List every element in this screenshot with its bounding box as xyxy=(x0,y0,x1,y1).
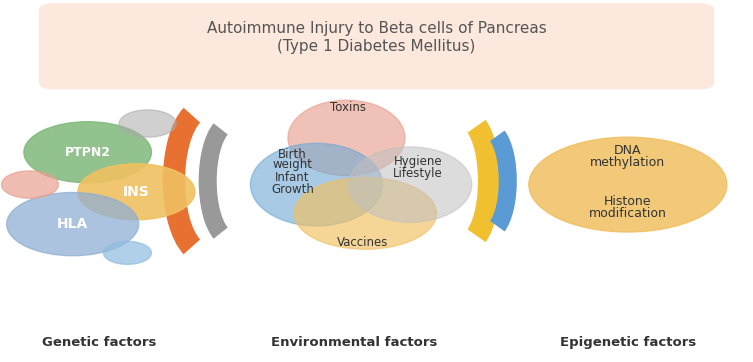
Ellipse shape xyxy=(294,177,437,249)
Text: Autoimmune Injury to Beta cells of Pancreas: Autoimmune Injury to Beta cells of Pancr… xyxy=(206,21,547,36)
Text: (Type 1 Diabetes Mellitus): (Type 1 Diabetes Mellitus) xyxy=(277,39,476,54)
Text: Genetic factors: Genetic factors xyxy=(41,336,156,349)
Circle shape xyxy=(78,164,195,220)
Ellipse shape xyxy=(251,143,383,226)
Text: Histone: Histone xyxy=(604,195,651,209)
Text: HLA: HLA xyxy=(57,217,88,231)
Text: Hygiene: Hygiene xyxy=(394,155,442,168)
Ellipse shape xyxy=(349,147,472,222)
Ellipse shape xyxy=(288,100,405,176)
Text: Lifestyle: Lifestyle xyxy=(393,167,443,180)
Circle shape xyxy=(119,110,176,137)
Circle shape xyxy=(24,122,151,183)
Circle shape xyxy=(529,137,727,232)
Text: INS: INS xyxy=(123,185,150,199)
Text: Environmental factors: Environmental factors xyxy=(271,336,437,349)
Text: Epigenetic factors: Epigenetic factors xyxy=(559,336,696,349)
Circle shape xyxy=(2,171,59,198)
Text: methylation: methylation xyxy=(590,156,666,169)
Text: weight: weight xyxy=(273,158,312,171)
Text: Vaccines: Vaccines xyxy=(337,236,389,249)
FancyBboxPatch shape xyxy=(39,3,714,89)
Text: Birth: Birth xyxy=(278,148,307,161)
Circle shape xyxy=(103,241,151,264)
Text: Growth: Growth xyxy=(271,184,314,197)
Text: DNA: DNA xyxy=(614,144,642,157)
Text: Infant: Infant xyxy=(276,171,309,184)
Text: Toxins: Toxins xyxy=(330,101,366,114)
Text: modification: modification xyxy=(589,207,666,220)
Text: PTPN2: PTPN2 xyxy=(65,146,111,159)
Circle shape xyxy=(7,193,139,256)
